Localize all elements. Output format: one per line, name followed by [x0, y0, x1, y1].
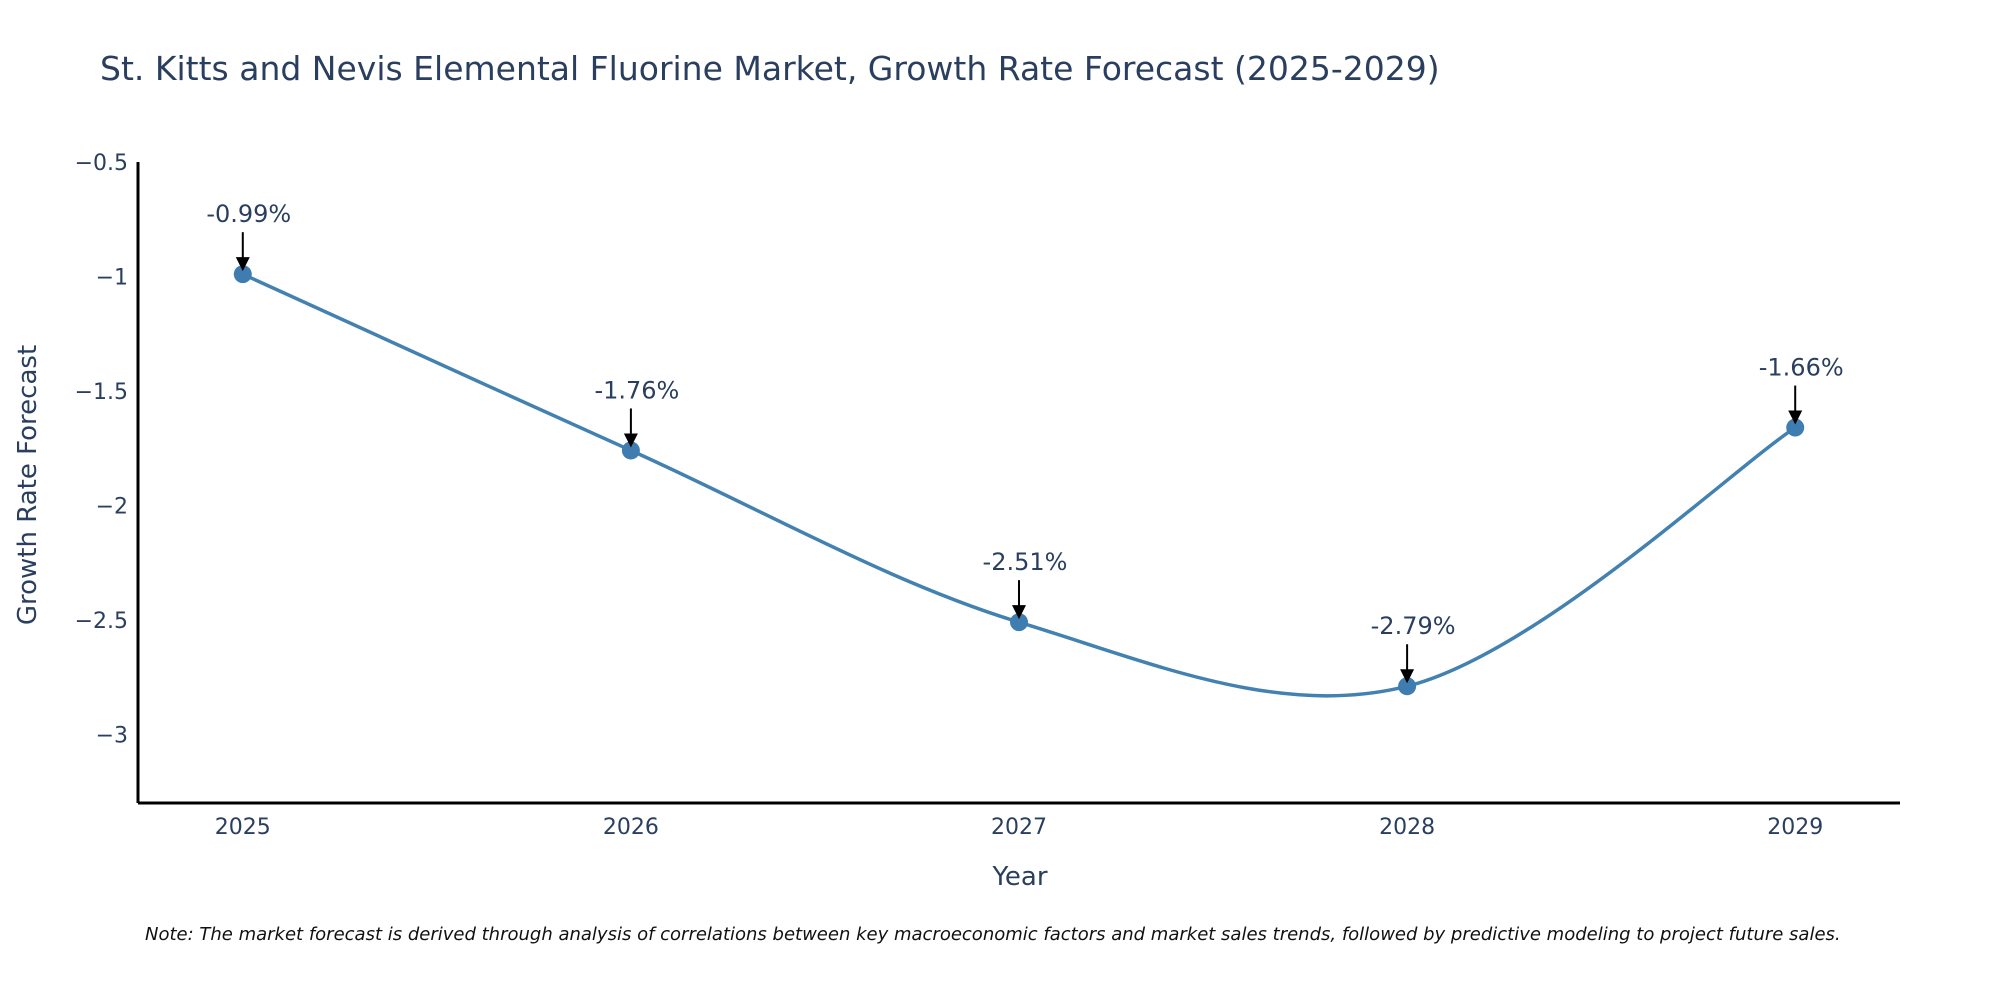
x-axis-ticks: 2025 2026 2027 2028 2029: [215, 815, 1823, 840]
y-tick-label: −2.5: [75, 609, 128, 634]
y-axis-ticks: −0.5 −1 −1.5 −2 −2.5 −3: [75, 151, 128, 748]
data-point-markers: [233, 265, 1805, 696]
y-tick-label: −1.5: [75, 380, 128, 405]
data-point: [1398, 677, 1417, 696]
y-tick-label: −1: [96, 265, 128, 290]
annotation-arrow-head: [1400, 669, 1415, 684]
data-label: -1.66%: [1759, 354, 1844, 382]
x-tick-label: 2029: [1767, 815, 1823, 840]
data-label: -2.51%: [983, 548, 1068, 576]
data-point: [621, 441, 640, 460]
data-label: -2.79%: [1371, 612, 1456, 640]
footnote: Note: The market forecast is derived thr…: [145, 924, 1841, 945]
chart-title: St. Kitts and Nevis Elemental Fluorine M…: [100, 49, 1440, 88]
annotation-arrow-head: [235, 257, 250, 272]
growth-rate-series-line: [242, 272, 1797, 698]
y-axis-title: Growth Rate Forecast: [13, 345, 43, 625]
annotation-arrow-head: [1788, 410, 1803, 425]
x-axis-title: Year: [991, 862, 1047, 892]
x-tick-label: 2026: [603, 815, 659, 840]
data-label-annotations: -0.99% -1.76% -2.51% -2.79% -1.66%: [206, 200, 1844, 684]
y-tick-label: −0.5: [75, 151, 128, 176]
x-tick-label: 2025: [215, 815, 271, 840]
y-tick-label: −3: [96, 723, 128, 748]
data-point: [1010, 613, 1028, 632]
data-point: [233, 265, 252, 284]
annotation-arrow-head: [623, 433, 638, 448]
x-tick-label: 2027: [991, 815, 1047, 840]
y-tick-label: −2: [96, 494, 128, 519]
annotation-arrow-head: [1012, 605, 1026, 620]
x-tick-label: 2028: [1379, 815, 1435, 840]
data-label: -1.76%: [594, 376, 679, 404]
data-label: -0.99%: [206, 200, 291, 228]
data-point: [1786, 418, 1805, 437]
